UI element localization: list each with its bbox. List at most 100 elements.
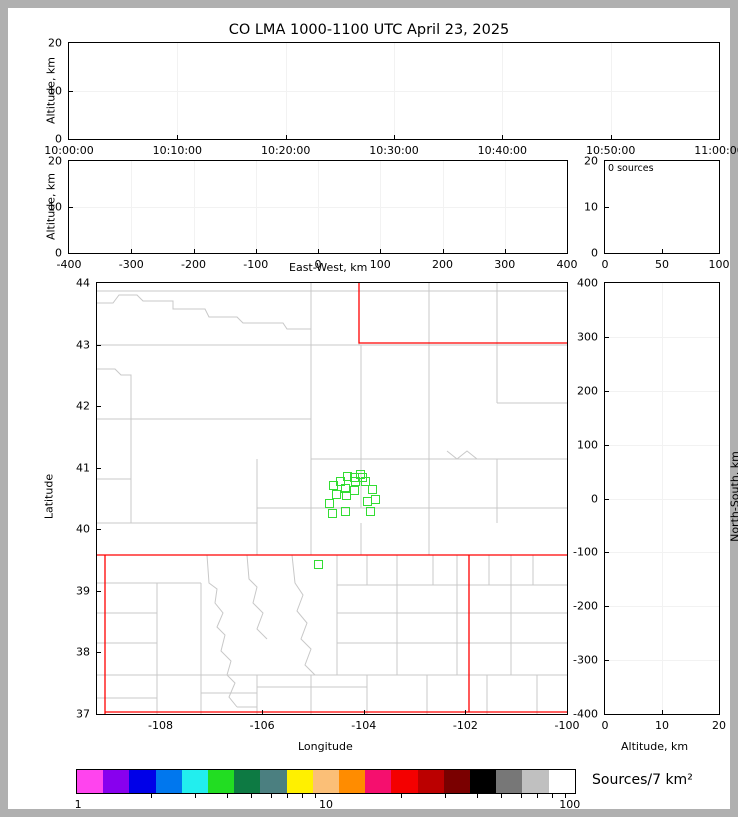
colorbar-segment xyxy=(470,770,497,793)
tick-mark-y xyxy=(605,660,609,662)
panel-north-south-height[interactable] xyxy=(604,282,720,715)
gridline-horizontal xyxy=(605,606,719,608)
colorbar-minor-tick xyxy=(520,794,522,798)
tick-label-x: 100 xyxy=(708,258,730,271)
tick-label-x: 10 xyxy=(655,719,669,732)
tick-mark-x xyxy=(465,710,467,714)
colorbar-minor-tick xyxy=(500,794,502,798)
tick-mark-x xyxy=(502,135,504,139)
tick-mark-y xyxy=(605,390,609,392)
lma-source-marker xyxy=(366,507,376,517)
colorbar-segment xyxy=(181,770,209,793)
colorbar-label: Sources/7 km² xyxy=(592,772,693,788)
tick-mark-x xyxy=(394,135,395,139)
colorbar-minor-tick xyxy=(314,794,316,798)
colorbar-minor-tick xyxy=(151,794,153,798)
tick-label-x: 10:50:00 xyxy=(585,144,636,157)
tick-mark-y xyxy=(69,207,73,208)
lma-source-marker xyxy=(328,508,338,518)
colorbar-segment xyxy=(234,770,261,793)
figure-title: CO LMA 1000-1100 UTC April 23, 2025 xyxy=(228,22,510,38)
tick-label-y: 10 xyxy=(48,200,62,214)
colorbar-minor-tick xyxy=(445,794,447,798)
tick-label-y: 20 xyxy=(48,36,62,50)
panel-plan-view-map[interactable] xyxy=(96,282,568,715)
tick-label-x: 0 xyxy=(601,258,609,271)
tick-mark-y xyxy=(605,498,609,500)
tick-label-x: -300 xyxy=(118,258,144,271)
tick-mark-x xyxy=(363,710,365,714)
tick-mark-y xyxy=(97,406,101,408)
tick-mark-y xyxy=(605,606,609,608)
lma-source-marker xyxy=(340,507,350,517)
tick-label-y: 0 xyxy=(55,132,62,146)
tick-label-x: 10:10:00 xyxy=(152,144,203,157)
lma-source-marker xyxy=(356,470,366,480)
panel-east-west-height[interactable] xyxy=(68,160,568,254)
tick-mark-x xyxy=(285,135,287,139)
tick-mark-x xyxy=(610,135,612,139)
tick-mark-y xyxy=(605,207,609,208)
panel-altitude-histogram[interactable] xyxy=(604,160,720,254)
colorbar-segment xyxy=(286,770,313,793)
colorbar-segment xyxy=(312,770,340,793)
colorbar-minor-tick xyxy=(226,794,228,798)
tick-mark-y xyxy=(605,444,609,446)
tick-label-y: 300 xyxy=(577,330,598,344)
gridline-horizontal xyxy=(605,444,719,446)
colorbar-minor-tick xyxy=(537,794,539,798)
tick-label-x: -400 xyxy=(56,258,82,271)
tick-label-x: -106 xyxy=(249,719,275,732)
tick-mark-y xyxy=(97,652,101,654)
colorbar-segment xyxy=(443,770,471,793)
colorbar-segment xyxy=(391,770,418,793)
tick-label-y: 10 xyxy=(48,84,62,98)
tick-label-x: 10:40:00 xyxy=(477,144,528,157)
tick-label-x: 400 xyxy=(556,258,578,271)
tick-mark-y xyxy=(97,590,101,592)
colorbar-tick-label: 1 xyxy=(74,798,82,811)
colorbar-minor-tick xyxy=(195,794,197,798)
lma-source-marker xyxy=(336,476,346,486)
colorbar-segment xyxy=(260,770,287,793)
tick-label-y: 37 xyxy=(76,707,90,721)
tick-mark-y xyxy=(69,91,73,92)
tick-label-y: 0 xyxy=(55,246,62,260)
tick-label-x: -100 xyxy=(554,719,580,732)
tick-label-y: -400 xyxy=(573,707,598,721)
tick-label-x: 300 xyxy=(494,258,516,271)
tick-label-y: 0 xyxy=(591,492,598,505)
tick-mark-x xyxy=(662,249,663,253)
tick-mark-x xyxy=(442,249,444,253)
lma-source-marker xyxy=(350,486,360,496)
gridline-horizontal xyxy=(69,207,567,208)
tick-mark-y xyxy=(605,336,609,338)
tick-label-y: 200 xyxy=(577,384,598,398)
tick-label-x: 10:30:00 xyxy=(369,144,419,157)
tick-label-y: 100 xyxy=(577,438,598,452)
tick-label-y: -200 xyxy=(573,599,598,613)
lma-source-marker xyxy=(324,498,334,508)
colorbar-segment xyxy=(417,770,444,793)
tick-mark-x xyxy=(662,710,663,714)
tick-mark-x xyxy=(193,249,195,253)
tick-label-y: 20 xyxy=(584,154,598,168)
tick-label-y: -300 xyxy=(573,653,598,667)
tick-mark-x xyxy=(177,135,179,139)
tick-mark-x xyxy=(318,249,319,253)
tick-label-y: 41 xyxy=(76,461,90,475)
tick-label-x: 50 xyxy=(655,258,669,271)
gridline-horizontal xyxy=(605,498,719,500)
histogram-source-count-annotation: 0 sources xyxy=(608,163,654,174)
lma-source-marker xyxy=(340,483,350,493)
tick-label-x: 200 xyxy=(432,258,453,271)
tick-label-x: -104 xyxy=(351,719,377,732)
tick-label-y: 43 xyxy=(76,338,90,352)
colorbar-segment xyxy=(339,770,366,793)
tick-label-y: 44 xyxy=(76,276,90,290)
panel-north-south-xlabel: Altitude, km xyxy=(621,740,689,753)
tick-label-x: -108 xyxy=(148,719,173,732)
gridline-horizontal xyxy=(605,552,719,554)
colorbar[interactable] xyxy=(76,769,576,794)
panel-time-height[interactable] xyxy=(68,42,720,140)
